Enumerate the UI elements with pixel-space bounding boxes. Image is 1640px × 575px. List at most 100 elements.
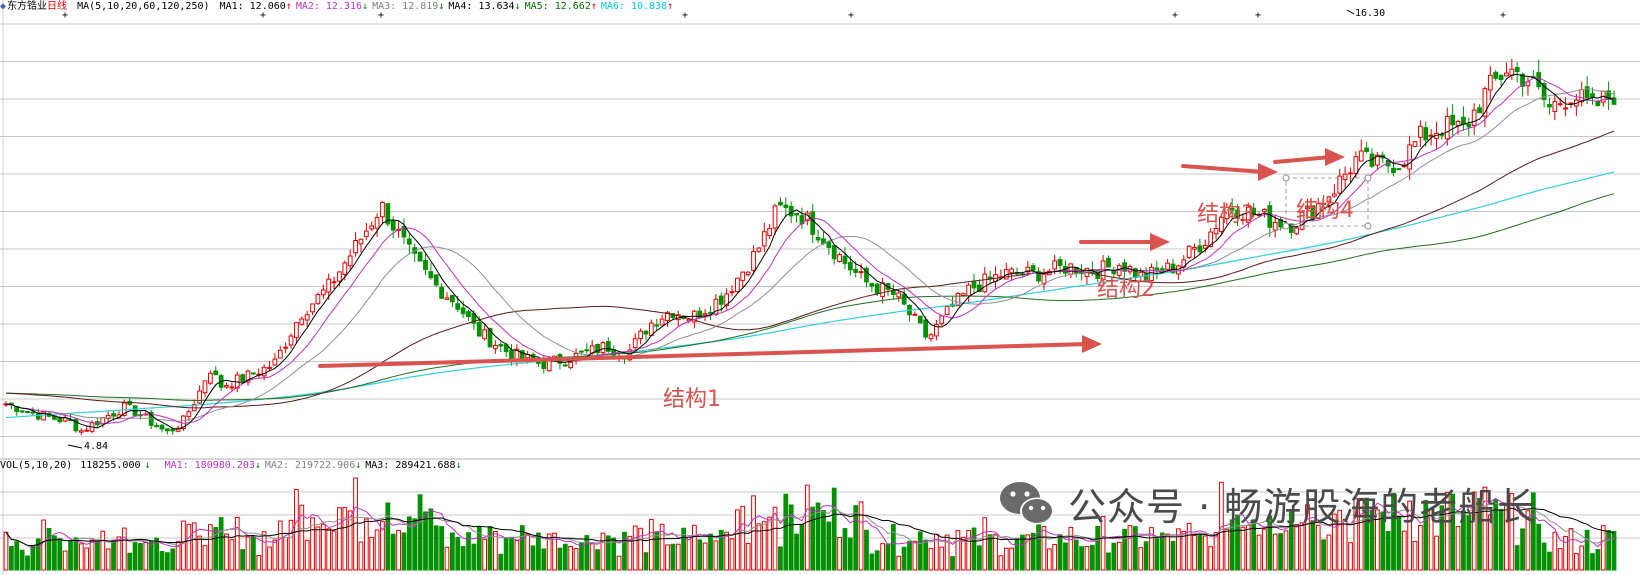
volume-bar (1407, 500, 1413, 571)
candle-body (363, 230, 369, 237)
candle-body (25, 410, 30, 413)
volume-bar (466, 532, 471, 571)
volume-bar (288, 519, 294, 571)
candle-body (342, 262, 348, 275)
volume-bar (251, 536, 256, 571)
volume-bar (1272, 533, 1278, 571)
volume-bar (154, 537, 159, 571)
candle-body (369, 225, 375, 230)
candle-body (315, 294, 321, 305)
volume-bar (670, 543, 676, 571)
volume-bar (880, 543, 885, 571)
ma120-line (5, 193, 1615, 401)
candle-body (245, 370, 251, 383)
candle-body (1251, 207, 1257, 216)
volume-bar (1224, 528, 1230, 571)
volume-bar (525, 533, 531, 571)
volume-bar (1122, 528, 1127, 571)
volume-bar (315, 526, 321, 571)
volume-bar (885, 543, 891, 571)
candle-body (1208, 231, 1214, 247)
ma-values: MA1: 12.060↑ MA2: 12.316↓ MA3: 12.819↓ MA4:… (220, 1, 678, 12)
candle-body (326, 278, 332, 293)
volume-bar (562, 543, 568, 571)
box-handle (1364, 174, 1372, 182)
candle-body (374, 217, 380, 229)
annotation-structure-2: 结构2 (1097, 277, 1155, 302)
annotation-structure-4: 结构4 (1296, 198, 1354, 223)
volume-bar (1520, 528, 1525, 571)
ma-item-3: MA3: 12.819↓ (372, 1, 445, 12)
volume-bar (600, 532, 606, 571)
candle-body (224, 385, 229, 388)
candle-body (1122, 262, 1127, 272)
candle-body (267, 366, 272, 369)
candle-body (934, 324, 939, 337)
volume-bar (1342, 518, 1348, 571)
volume-bar (245, 536, 251, 571)
volume-bar (1514, 545, 1520, 571)
candle-body (880, 282, 885, 297)
candle-body (1595, 100, 1601, 107)
candle-body (562, 364, 568, 367)
candle-body (423, 259, 428, 270)
volume-bar (1315, 524, 1321, 571)
candle-body (966, 284, 972, 297)
volume-bar (1606, 530, 1611, 571)
volume-bar (1471, 491, 1477, 571)
candle-body (1412, 141, 1418, 148)
candle-body (487, 327, 493, 348)
volume-bar (536, 532, 541, 571)
candle-body (62, 417, 68, 422)
candle-body (401, 225, 407, 238)
candle-body (78, 430, 84, 433)
candle-body (1590, 93, 1595, 98)
volume-bar (234, 516, 240, 571)
volume-bar (1487, 514, 1493, 571)
candle-body (955, 293, 961, 307)
volume-bar (396, 529, 401, 571)
volume-bar (363, 518, 369, 571)
volume-bar (1068, 526, 1074, 571)
volume-bar (25, 555, 30, 571)
candle-body (1219, 216, 1224, 232)
event-marker: + (378, 10, 384, 21)
candle-body (1326, 196, 1332, 203)
volume-bar (68, 540, 73, 571)
ma-item-1: MA1: 12.060↑ (219, 1, 292, 12)
candle-body (627, 349, 633, 361)
candle-body (874, 283, 880, 295)
vol-ma-item-1: MA1: 180980.203↓ (164, 460, 261, 471)
volume-bar (121, 527, 127, 571)
candle-body (1192, 246, 1197, 250)
volume-bar (616, 555, 622, 571)
volume-bar (1025, 534, 1031, 571)
ma-item-6: MA6: 10.838↑ (600, 1, 674, 12)
volume-bar (1434, 535, 1439, 571)
volume-bar (1557, 548, 1563, 571)
candle-body (1407, 144, 1413, 170)
candle-body (944, 306, 950, 316)
volume-bar (1482, 486, 1488, 571)
volume-bar (159, 551, 165, 571)
candle-body (1202, 244, 1208, 249)
volume-bar (493, 531, 498, 571)
volume-bar (864, 529, 869, 571)
volume-bar (1165, 533, 1171, 571)
volume-bar (73, 537, 79, 571)
period-label[interactable]: 日线 (47, 1, 68, 12)
candle-body (1557, 103, 1563, 106)
structure-1-arrow-shaft (318, 342, 1090, 368)
volume-bar (794, 533, 799, 571)
volume-bar (745, 542, 751, 571)
stock-name[interactable]: 东方锆业 (7, 1, 48, 12)
volume-bar (546, 533, 552, 571)
volume-bar (1235, 514, 1240, 571)
structure-1-arrow-head (1082, 335, 1102, 353)
candle-body (1423, 127, 1429, 141)
volume-bar (1525, 510, 1531, 571)
candle-body (1272, 221, 1278, 231)
candle-body (154, 425, 159, 428)
